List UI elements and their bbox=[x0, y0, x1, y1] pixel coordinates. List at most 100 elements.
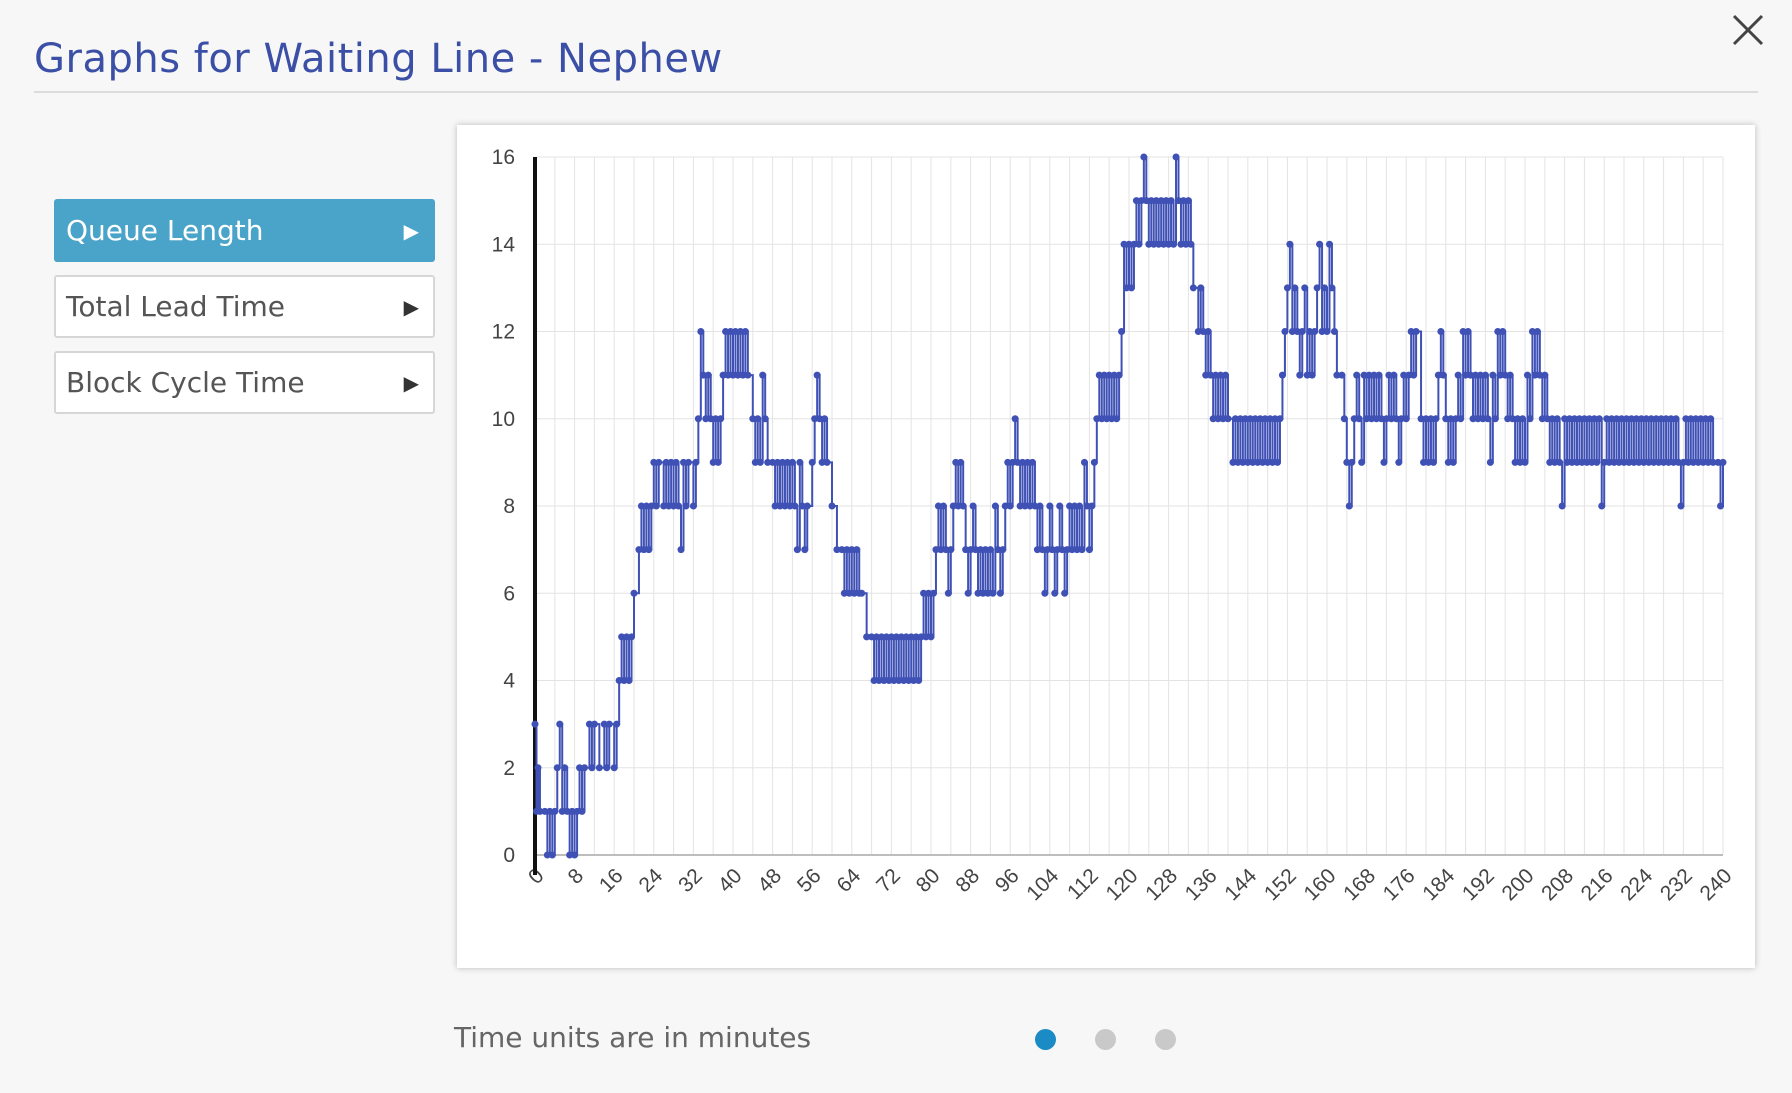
menu-item-label: Total Lead Time bbox=[66, 290, 285, 323]
data-point bbox=[1103, 415, 1111, 423]
x-tick-label: 232 bbox=[1656, 864, 1697, 905]
data-point bbox=[635, 546, 643, 554]
data-point bbox=[979, 589, 987, 597]
data-point bbox=[1090, 458, 1098, 466]
data-point bbox=[1088, 502, 1096, 510]
data-point bbox=[902, 633, 910, 641]
data-point bbox=[744, 371, 752, 379]
data-point bbox=[1160, 240, 1168, 248]
data-point bbox=[959, 502, 967, 510]
data-point bbox=[1665, 458, 1673, 466]
data-point bbox=[1613, 415, 1621, 423]
data-point bbox=[1264, 458, 1272, 466]
data-point bbox=[590, 720, 598, 728]
pager-dot-2[interactable] bbox=[1095, 1029, 1116, 1050]
data-point bbox=[808, 458, 816, 466]
data-point bbox=[1217, 371, 1225, 379]
data-point bbox=[1561, 415, 1569, 423]
data-point bbox=[1068, 546, 1076, 554]
pager-dot-3[interactable] bbox=[1155, 1029, 1176, 1050]
menu-item-queue-length[interactable]: Queue Length ▶ bbox=[54, 199, 435, 262]
data-point bbox=[937, 546, 945, 554]
y-tick-label: 0 bbox=[503, 844, 515, 867]
data-point bbox=[561, 764, 569, 772]
data-point bbox=[573, 807, 581, 815]
data-point bbox=[1256, 415, 1264, 423]
data-point bbox=[739, 371, 747, 379]
data-point bbox=[717, 415, 725, 423]
data-point bbox=[848, 546, 856, 554]
data-point bbox=[1073, 546, 1081, 554]
data-point bbox=[548, 851, 556, 859]
data-point bbox=[1053, 546, 1061, 554]
data-point bbox=[1672, 415, 1680, 423]
data-point bbox=[843, 546, 851, 554]
data-point bbox=[1031, 502, 1039, 510]
data-point bbox=[776, 502, 784, 510]
data-point bbox=[672, 458, 680, 466]
data-point bbox=[1650, 458, 1658, 466]
menu-item-block-cycle-time[interactable]: Block Cycle Time ▶ bbox=[54, 351, 435, 414]
menu-item-total-lead-time[interactable]: Total Lead Time ▶ bbox=[54, 275, 435, 338]
data-point bbox=[1622, 415, 1630, 423]
data-point bbox=[1598, 502, 1606, 510]
data-point bbox=[1670, 458, 1677, 466]
data-point bbox=[1662, 415, 1670, 423]
pager-dot-1[interactable] bbox=[1035, 1029, 1056, 1050]
data-point bbox=[1657, 415, 1665, 423]
data-point bbox=[1360, 371, 1368, 379]
data-point bbox=[853, 546, 861, 554]
close-button[interactable] bbox=[1726, 8, 1770, 52]
data-point bbox=[1278, 371, 1286, 379]
data-point bbox=[660, 502, 668, 510]
x-tick-label: 96 bbox=[991, 864, 1024, 897]
data-point bbox=[1417, 415, 1425, 423]
data-point bbox=[1296, 371, 1304, 379]
data-point bbox=[1014, 458, 1022, 466]
x-tick-label: 144 bbox=[1220, 864, 1261, 905]
data-point bbox=[1632, 415, 1640, 423]
data-point bbox=[947, 546, 955, 554]
data-point bbox=[1209, 415, 1217, 423]
data-point bbox=[684, 458, 692, 466]
data-point bbox=[984, 589, 992, 597]
data-point bbox=[1311, 328, 1319, 335]
data-point bbox=[578, 807, 586, 815]
data-point bbox=[613, 720, 621, 728]
data-point bbox=[1538, 415, 1546, 423]
data-point bbox=[1033, 546, 1041, 554]
data-point bbox=[1135, 240, 1143, 248]
data-point bbox=[1009, 458, 1017, 466]
data-point bbox=[1496, 371, 1504, 379]
data-point bbox=[640, 546, 648, 554]
data-point bbox=[989, 589, 997, 597]
data-point bbox=[1491, 415, 1499, 423]
x-tick-label: 88 bbox=[951, 864, 984, 897]
data-point bbox=[1704, 458, 1712, 466]
data-point bbox=[1531, 371, 1539, 379]
x-tick-label: 216 bbox=[1577, 864, 1618, 905]
data-point bbox=[1093, 415, 1101, 423]
dialog-title: Graphs for Waiting Line - Nephew bbox=[34, 36, 723, 82]
data-point bbox=[1472, 371, 1479, 379]
data-point bbox=[967, 546, 975, 554]
data-point bbox=[670, 502, 678, 510]
data-point bbox=[1709, 458, 1717, 466]
data-point bbox=[719, 371, 727, 379]
data-point bbox=[1105, 371, 1113, 379]
data-point bbox=[969, 502, 977, 510]
data-point bbox=[1274, 458, 1281, 466]
data-point bbox=[1318, 328, 1326, 335]
data-point bbox=[1578, 458, 1586, 466]
data-point bbox=[1608, 415, 1616, 423]
data-point bbox=[858, 589, 866, 597]
menu-item-label: Queue Length bbox=[66, 214, 264, 247]
data-point bbox=[727, 328, 735, 335]
data-point bbox=[949, 502, 957, 510]
data-point bbox=[1283, 284, 1291, 292]
data-point bbox=[1038, 546, 1046, 554]
data-point bbox=[1400, 371, 1408, 379]
data-point bbox=[791, 502, 799, 510]
data-point bbox=[1652, 415, 1660, 423]
data-point bbox=[1593, 458, 1601, 466]
